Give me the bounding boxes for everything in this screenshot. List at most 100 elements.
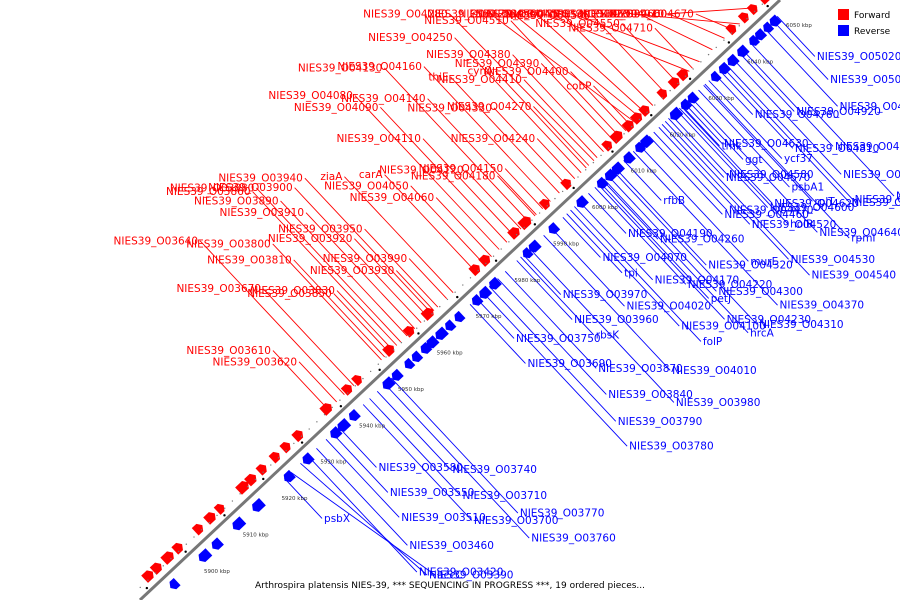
forward-gene-label: NIES39_O04430: [475, 9, 560, 21]
reverse-gene-label: NIES39_O03740: [452, 464, 537, 476]
reverse-gene: [548, 222, 561, 234]
spacer-dot: [139, 586, 141, 589]
reverse-leader: [738, 51, 795, 112]
spacer-dot: [270, 464, 272, 466]
reverse-gene: [680, 98, 693, 111]
tick-label: 5960 kbp: [437, 351, 463, 357]
tick-mark: [572, 186, 575, 190]
reverse-leader: [722, 66, 850, 203]
forward-leader: [654, 27, 693, 69]
reverse-gene-label: NIES39_O03780: [629, 441, 714, 453]
reverse-leader: [594, 186, 687, 285]
reverse-leader: [566, 213, 623, 274]
forward-gene-label: NIES39_O03930: [310, 265, 395, 277]
forward-leader: [280, 200, 408, 337]
reverse-leader: [678, 107, 789, 225]
spacer-dot: [185, 543, 188, 545]
reverse-gene-label: NIES39_O04630: [724, 138, 809, 150]
forward-leader: [336, 290, 393, 351]
reverse-gene-label: NIES39_O04640: [819, 227, 900, 239]
forward-gene: [382, 344, 395, 357]
forward-leader: [410, 185, 485, 265]
spacer-dot: [316, 421, 318, 423]
spacer-dot: [416, 327, 418, 329]
reverse-leader: [661, 123, 789, 260]
reverse-leader: [764, 27, 838, 107]
forward-gene: [760, 0, 770, 5]
reverse-leader: [639, 144, 749, 262]
spacer-dot: [761, 3, 764, 5]
reverse-leader: [776, 15, 816, 57]
reverse-gene: [635, 141, 647, 153]
spacer-dot: [254, 478, 257, 481]
reverse-gene-label: NIES39_O03390: [429, 570, 514, 582]
spacer-dot: [431, 313, 433, 315]
reverse-gene: [337, 418, 352, 432]
spacer-dot: [707, 53, 710, 56]
forward-gene-label: NIES39_O03670: [176, 283, 261, 295]
forward-leader: [252, 191, 398, 346]
forward-gene-label: NIES39_O04650: [553, 9, 638, 21]
spacer-dot: [584, 169, 587, 171]
tick-label: 6040 kbp: [747, 60, 773, 66]
spacer-dot: [692, 68, 694, 70]
reverse-gene: [623, 151, 636, 164]
forward-gene-label: NIES39_O03880: [170, 182, 255, 194]
tick-label: 6010 kbp: [631, 169, 657, 175]
spacer-dot: [400, 341, 403, 344]
reverse-gene-label: NIES39_O04600: [770, 202, 855, 214]
reverse-gene-label: NIES39_O03750: [516, 333, 601, 345]
forward-gene-label: NIES39_O03850: [247, 288, 332, 300]
reverse-gene-label: NIES39_O03970: [563, 289, 648, 301]
reverse-gene-label: NIES39_O03760: [531, 533, 616, 545]
forward-leader: [354, 95, 500, 250]
spacer-dot: [216, 514, 218, 517]
tick-mark: [184, 550, 187, 553]
reverse-leader: [623, 159, 662, 201]
reverse-leader: [599, 182, 710, 299]
tick-label: 5910 kbp: [243, 532, 269, 538]
forward-gene-label: NIES39_O04120: [379, 165, 464, 177]
forward-leader: [293, 259, 386, 358]
reverse-gene: [445, 319, 457, 331]
spacer-dot: [454, 291, 456, 293]
reverse-gene: [471, 294, 484, 306]
reverse-gene-label: NIES39_O03700: [474, 515, 559, 527]
spacer-dot: [515, 233, 518, 236]
reverse-gene-label: NIES39_O04260: [660, 234, 745, 246]
forward-gene-label: NIES39_O04270: [447, 101, 532, 113]
forward-leader: [593, 85, 632, 127]
spacer-dot: [508, 241, 510, 243]
spacer-dot: [346, 392, 349, 394]
forward-gene: [244, 473, 257, 487]
reverse-gene-label: NIES39_O04320: [708, 260, 793, 272]
spacer-dot: [247, 485, 249, 488]
spacer-dot: [638, 118, 641, 121]
forward-gene: [538, 198, 550, 211]
spacer-dot: [623, 133, 625, 135]
forward-leader: [454, 37, 582, 174]
forward-gene: [191, 523, 204, 536]
forward-gene: [601, 140, 613, 152]
reverse-leader: [632, 150, 778, 306]
forward-gene: [621, 120, 634, 133]
forward-gene: [402, 325, 415, 338]
forward-gene-label: NIES39_O04280: [363, 9, 448, 21]
forward-leader: [504, 168, 544, 210]
tick-mark: [223, 514, 226, 517]
reverse-leader: [316, 447, 408, 546]
forward-gene: [517, 216, 532, 231]
forward-gene-label: NIES39_O04080: [268, 90, 353, 102]
reverse-gene: [435, 326, 449, 341]
reverse-gene: [302, 452, 315, 465]
forward-leader: [561, 13, 654, 106]
spacer-dot: [715, 46, 717, 49]
spacer-dot: [523, 226, 525, 229]
forward-leader: [638, 13, 713, 51]
reverse-gene: [348, 408, 361, 422]
forward-leader: [450, 76, 560, 194]
reverse-gene-labels: NIES39_O05020NIES39_O05000NIES39_O04970N…: [324, 51, 900, 582]
forward-gene-label: NIES39_O04410: [437, 74, 522, 86]
forward-leader: [304, 177, 432, 314]
tick-label: 5980 kbp: [514, 278, 540, 284]
